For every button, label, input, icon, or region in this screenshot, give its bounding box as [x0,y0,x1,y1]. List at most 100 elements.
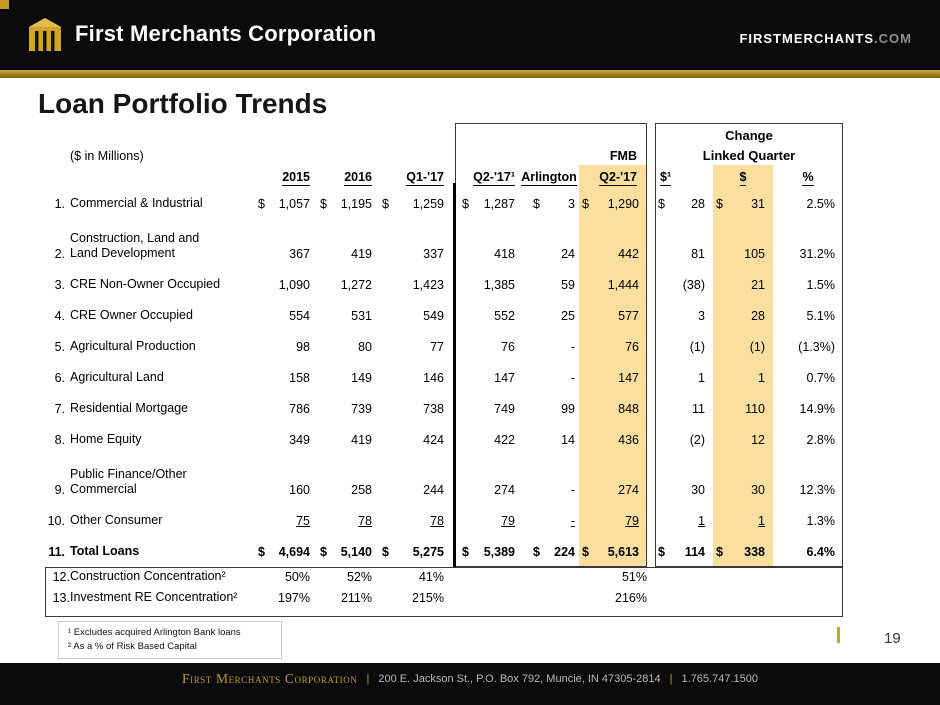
gap-cell [647,505,655,536]
subheader-row: ($ in Millions) FMB Linked Quarter [45,145,843,165]
value-cell: $338 [713,536,773,567]
row-label: Total Loans [70,544,140,558]
value-cell: 274 [579,455,647,505]
row-label: Commercial & Industrial [70,196,203,210]
value-cell: 105 [713,219,773,269]
table-row: 9. Public Finance/Other Commercial 160 258 24… [45,455,843,505]
footnote-2: ² As a % of Risk Based Capital [68,641,197,652]
spacer-cell [647,145,655,165]
divider-cell [451,588,459,609]
value-cell: $5,140 [320,545,372,559]
value-cell: $1,290 [579,188,647,219]
value-cell: 549 [423,309,444,323]
value-cell: 418 [494,247,515,261]
row-label: Residential Mortgage [70,401,189,415]
value-cell: 12.3% [799,483,835,497]
value-cell [519,588,579,609]
value-cell: 76 [501,340,515,354]
value-cell: 419 [351,433,372,447]
value-cell: 739 [351,402,372,416]
divider-cell [451,393,459,424]
units-label: ($ in Millions) [70,149,144,163]
table-row: 1. Commercial & Industrial $1,057 $1,195 $1,… [45,188,843,219]
fmb-header: FMB [609,149,637,163]
value-cell [459,588,519,609]
value-cell: 216% [615,590,647,605]
value-cell [713,588,773,609]
gap-cell [647,536,655,567]
value-cell: 5.1% [806,309,836,323]
row-label: Other Consumer [70,513,163,527]
value-cell: 77 [430,340,444,354]
divider-cell [451,219,459,269]
value-cell: 422 [494,433,515,447]
value-cell: 1 [698,514,705,528]
table-row: 3. CRE Non-Owner Occupied 1,090 1,272 1,423 1… [45,269,843,300]
value-cell: 79 [579,505,647,536]
website-tld: .COM [874,31,912,46]
divider-cell [451,331,459,362]
value-cell [459,567,519,588]
row-number: 11. [48,545,65,559]
table-row: 8. Home Equity 349 419 424 422 14 436 (2) 12 2.8% [45,424,843,455]
value-cell: $1,057 [258,197,310,211]
row-label: Agricultural Land [70,370,164,384]
website-name: FIRSTMERCHANTS [739,31,875,46]
page-number: 19 [884,630,901,647]
value-cell: 749 [494,402,515,416]
divider-cell [451,455,459,505]
value-cell: 1.5% [806,278,836,292]
corner-accent [0,0,9,9]
value-cell: 21 [713,269,773,300]
value-cell: $4,694 [258,545,310,559]
loan-portfolio-table: Change ($ in Millions) FMB Linked Quarte… [45,123,843,609]
value-cell: 31.2% [799,247,835,261]
row-number: 5. [54,340,65,354]
gap-cell [647,567,655,588]
row-label: Agricultural Production [70,339,196,353]
table-row: 4. CRE Owner Occupied 554 531 549 552 25 577 3 28… [45,300,843,331]
value-cell: 577 [579,300,647,331]
value-cell: 99 [561,402,575,416]
table-row: 5. Agricultural Production 98 80 77 76-76 (1)(… [45,331,843,362]
change-header-row: Change [45,123,843,145]
table-header: Change ($ in Millions) FMB Linked Quarte… [45,123,843,188]
value-cell: (2) [689,433,705,447]
footnote-1: ¹ Excludes acquired Arlington Bank loans [68,627,241,638]
value-cell: - [570,514,575,528]
value-cell: 215% [412,590,444,605]
company-logo: First Merchants Corporation [26,15,376,53]
value-cell [773,588,843,609]
value-cell: 0.7% [806,371,836,385]
gap-cell [647,393,655,424]
footer-company-name: First Merchants Corporation [182,671,358,686]
gap-cell [647,455,655,505]
col-header-2015: 2015 [282,170,310,186]
row-label: Public Finance/Other Commercial [70,467,187,496]
col-header-2016: 2016 [344,170,372,186]
value-cell: 2.5% [806,197,836,211]
gap-cell [647,362,655,393]
value-cell: 14 [561,433,575,447]
table-row: 7. Residential Mortgage 786 739 738 749 99 848 1… [45,393,843,424]
row-label: CRE Owner Occupied [70,308,193,322]
value-cell: (1) [689,340,705,354]
value-cell: 1,272 [340,278,372,292]
concentration-rows: 12. Construction Concentration² 50% 52% 41% 5… [45,567,843,609]
row-number: 13. [52,590,70,605]
row-number: 7. [54,402,65,416]
change-header: Change [725,128,773,143]
divider-cell [451,188,459,219]
value-cell: 738 [423,402,444,416]
table-row: 6. Agricultural Land 158 149 146 147-147 1 1 0.7… [45,362,843,393]
value-cell: 30 [691,483,705,497]
gold-tick [837,627,840,643]
value-cell: 1,423 [412,278,444,292]
value-cell: 158 [289,371,310,385]
spacer-cell [451,165,459,188]
value-cell: 848 [579,393,647,424]
value-cell: - [570,371,575,385]
divider-cell [451,536,459,567]
footer-separator: | [669,673,673,685]
table-row: 10. Other Consumer 75 78 78 79-79 1 1 1.3% [45,505,843,536]
